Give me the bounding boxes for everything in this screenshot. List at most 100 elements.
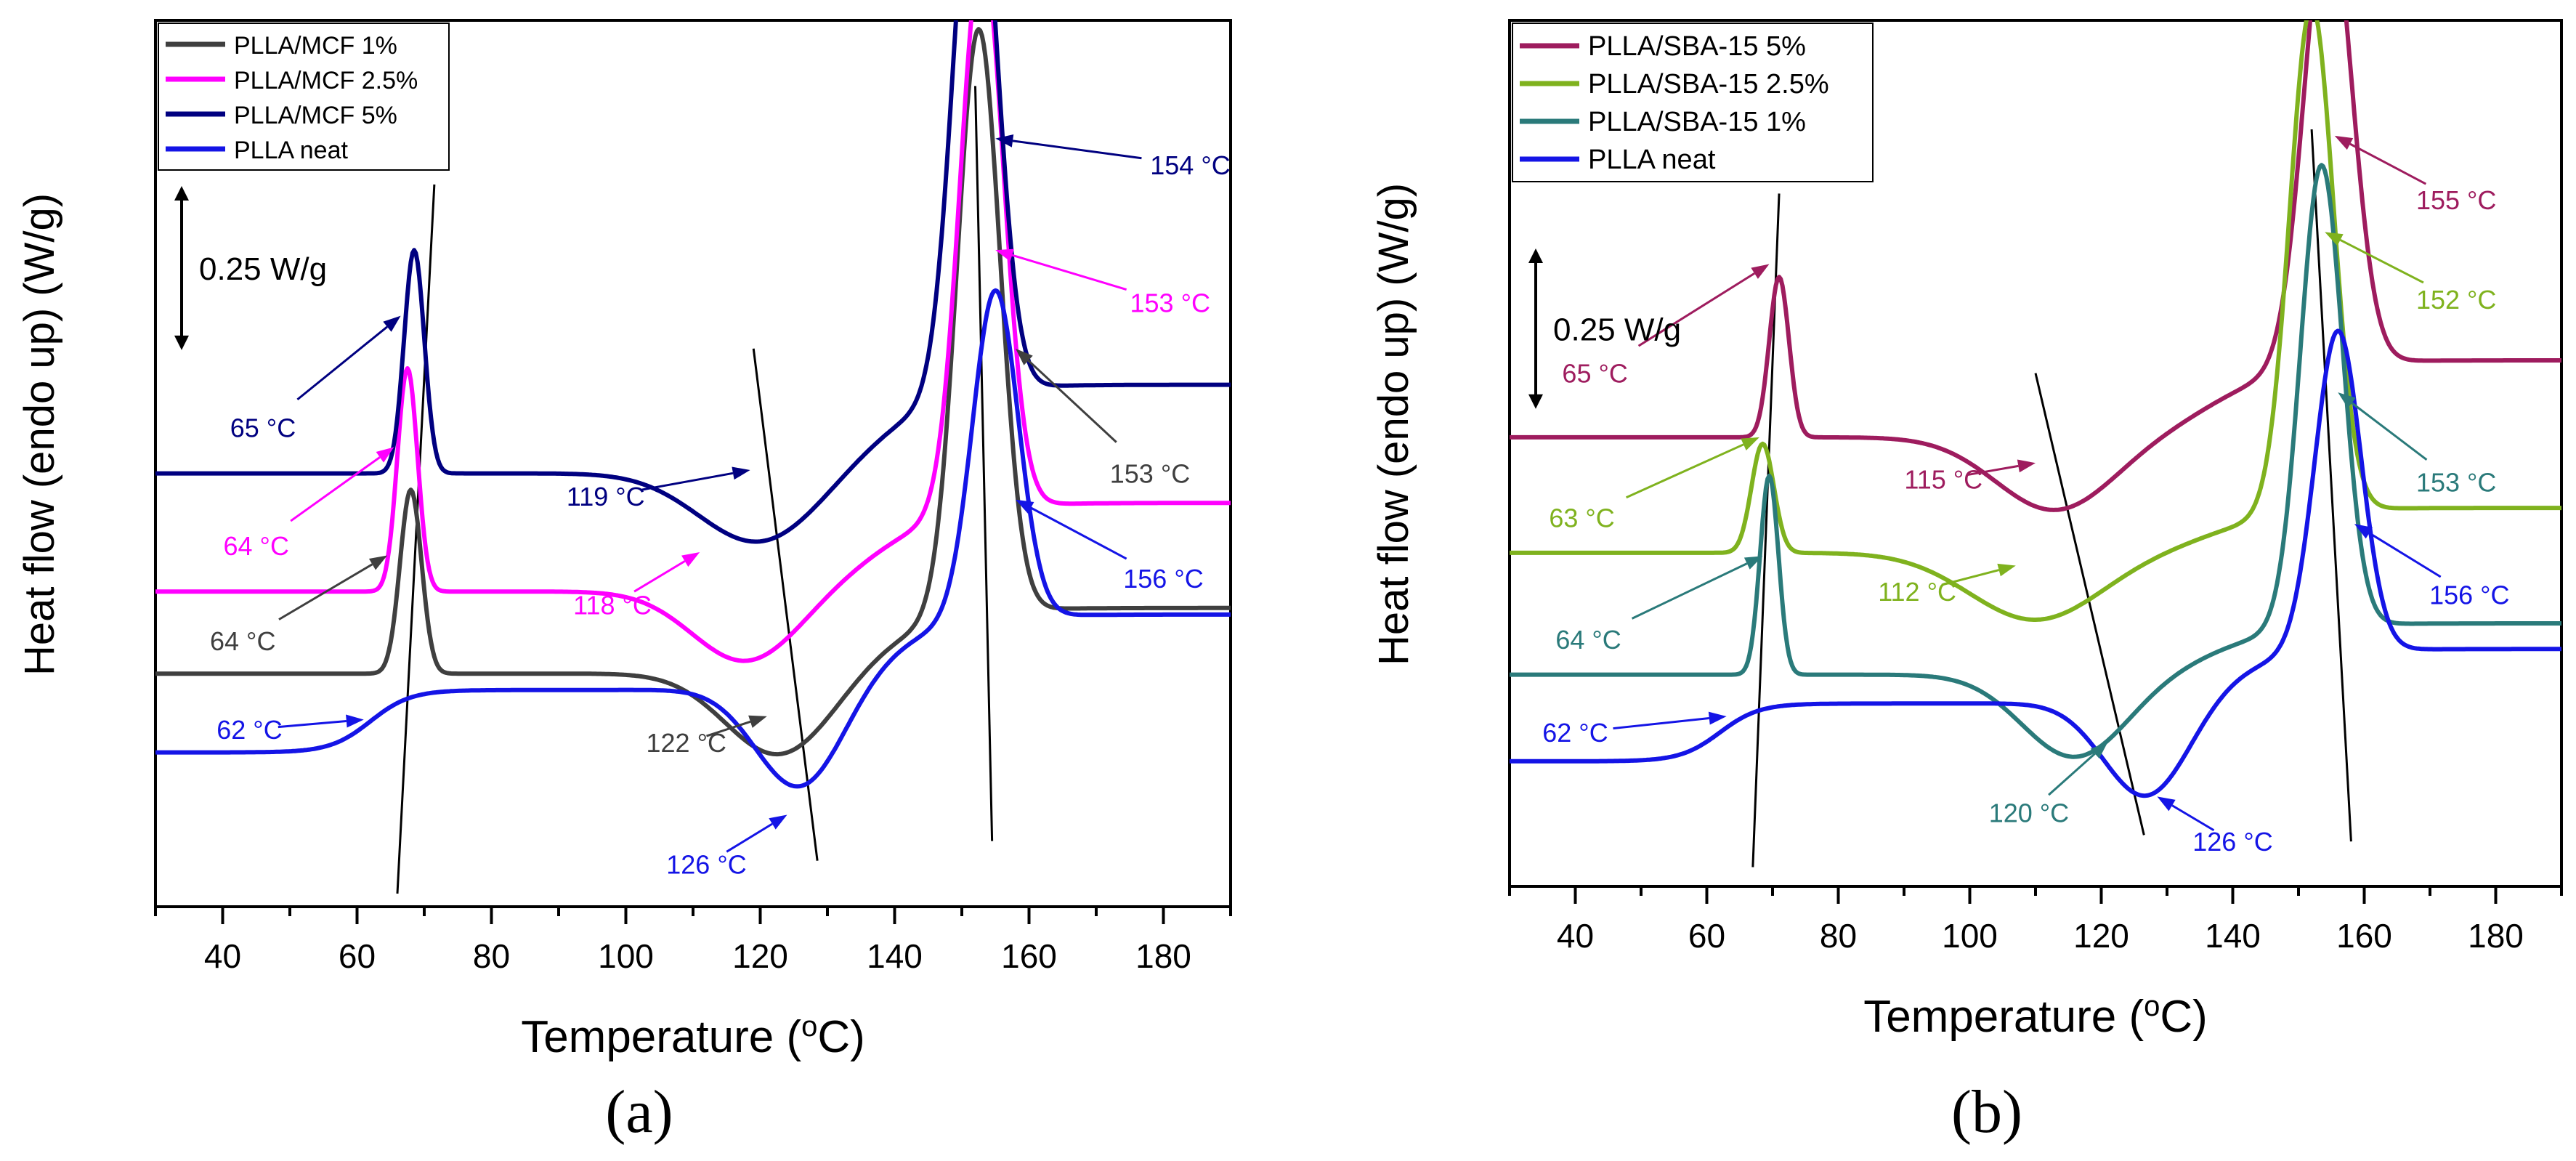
annotation-label: 126 °C	[2192, 827, 2272, 857]
annotation-label: 154 °C	[1150, 150, 1230, 180]
x-axis-title: Temperature (oC)	[1863, 990, 2208, 1042]
annotation-label: 120 °C	[1989, 798, 2069, 828]
legend-label: PLLA neat	[1588, 145, 1716, 175]
annotation-arrow	[1027, 360, 1117, 443]
annotation-label: 64 °C	[210, 626, 275, 656]
x-tick-label: 100	[1942, 917, 1998, 955]
annotation-label: 112 °C	[1878, 577, 1956, 607]
annotation-arrow	[2048, 753, 2096, 796]
plot-area	[155, 20, 1231, 894]
scale-bar-arrow-down	[174, 335, 189, 350]
annotation-label: 62 °C	[1542, 718, 1608, 748]
annotation-label: 65 °C	[1562, 359, 1627, 389]
guide-line	[2034, 373, 2145, 836]
annotation-arrowhead	[2334, 135, 2354, 150]
annotation-arrowhead	[1997, 563, 2016, 577]
series-line	[155, 288, 1231, 789]
annotation-arrowhead	[1743, 556, 1763, 570]
x-tick-label: 100	[598, 937, 654, 975]
y-axis-title: Heat flow (endo up) (W/g)	[16, 193, 63, 676]
annotation-arrow	[2351, 402, 2428, 461]
annotation-arrow	[633, 560, 686, 593]
annotation-arrow	[726, 822, 773, 853]
legend-label: PLLA neat	[234, 137, 348, 164]
x-tick-label: 60	[1688, 917, 1725, 955]
x-tick-label: 140	[867, 937, 923, 975]
annotation-arrowhead	[769, 814, 787, 830]
annotation-arrowhead	[1016, 348, 1033, 365]
annotation-arrow	[2368, 532, 2442, 578]
x-tick-label: 60	[339, 937, 376, 975]
annotation-label: 65 °C	[230, 413, 296, 442]
annotation-arrow	[296, 325, 388, 401]
panel-a: 40 60 80 100 120 140 160 180 Temperature (oC) Hea…	[16, 19, 1232, 1062]
annotation-arrow	[641, 472, 734, 491]
annotation-arrowhead	[748, 715, 767, 728]
annotation-arrowhead	[995, 134, 1014, 147]
annotation-arrowhead	[2157, 796, 2176, 812]
legend-box	[1512, 23, 1874, 182]
x-tick-label: 140	[2205, 917, 2261, 955]
annotation-label: 122 °C	[647, 728, 726, 758]
panel-b-label: (b)	[1951, 1078, 2022, 1146]
annotation-arrow	[1012, 139, 1142, 160]
annotation-arrowhead	[2090, 742, 2108, 759]
panel-b: 40 60 80 100 120 140 160 180 Temperature (oC) Hea…	[1370, 19, 2563, 1042]
annotation-arrow	[706, 720, 751, 737]
annotation-arrow	[278, 563, 373, 620]
scale-bar-arrow-up	[1528, 248, 1543, 263]
x-axis-title: Temperature (oC)	[521, 1011, 865, 1062]
legend-box	[158, 23, 450, 171]
annotation-label: 152 °C	[2416, 285, 2496, 315]
x-tick-label: 80	[473, 937, 510, 975]
annotation-arrowhead	[681, 552, 700, 567]
annotation-label: 115 °C	[1904, 464, 1982, 494]
legend-label: PLLA/MCF 1%	[234, 32, 397, 60]
annotation-arrowhead	[368, 555, 388, 570]
x-tick-label: 120	[2073, 917, 2129, 955]
annotation-arrowhead	[1741, 437, 1759, 451]
annotation-arrow	[1011, 254, 1127, 291]
annotation-arrow	[2171, 804, 2215, 832]
annotation-arrowhead	[376, 447, 394, 463]
legend-label: PLLA/MCF 5%	[234, 102, 397, 129]
annotation-label: 126 °C	[666, 849, 746, 879]
annotation-arrowhead	[2325, 232, 2344, 246]
series-line	[1510, 163, 2561, 759]
annotation-label: 119 °C	[567, 482, 645, 511]
annotation-arrow	[1966, 464, 2019, 477]
x-tick-label: 120	[732, 937, 788, 975]
series-line	[1510, 20, 2561, 512]
annotation-label: 118 °C	[573, 590, 652, 620]
annotation-arrowhead	[732, 466, 750, 480]
legend-label: PLLA/MCF 2.5%	[234, 67, 418, 94]
annotation-label: 153 °C	[1110, 459, 1190, 489]
annotation-label: 64 °C	[224, 531, 289, 561]
series-line	[1510, 328, 2561, 798]
annotation-arrow	[2349, 142, 2427, 185]
annotation-arrow	[1626, 443, 1744, 499]
annotation-arrowhead	[346, 714, 364, 728]
annotation-arrowhead	[2354, 524, 2373, 539]
annotation-arrowhead	[2338, 392, 2356, 408]
annotation-label: 62 °C	[216, 715, 282, 745]
guide-line	[2310, 129, 2352, 842]
annotation-arrow	[1613, 717, 1709, 730]
legend-label: PLLA/SBA-15 2.5%	[1588, 69, 1829, 100]
x-tick-label: 180	[1135, 937, 1191, 975]
scale-bar-label: 0.25 W/g	[1553, 312, 1681, 347]
annotation-arrow	[1637, 272, 1755, 347]
x-tick-label: 160	[1001, 937, 1057, 975]
annotation-label: 156 °C	[2429, 580, 2509, 610]
annotation-label: 155 °C	[2416, 185, 2496, 215]
annotation-arrowhead	[1016, 499, 1034, 514]
scale-bar-arrow-down	[1528, 394, 1543, 409]
y-axis-title: Heat flow (endo up) (W/g)	[1370, 183, 1417, 666]
annotation-label: 63 °C	[1549, 503, 1614, 533]
annotation-arrowhead	[1708, 711, 1727, 725]
annotation-label: 153 °C	[2416, 468, 2496, 498]
annotation-arrow	[1631, 562, 1748, 620]
guide-line	[974, 86, 994, 841]
x-tick-label: 80	[1820, 917, 1857, 955]
